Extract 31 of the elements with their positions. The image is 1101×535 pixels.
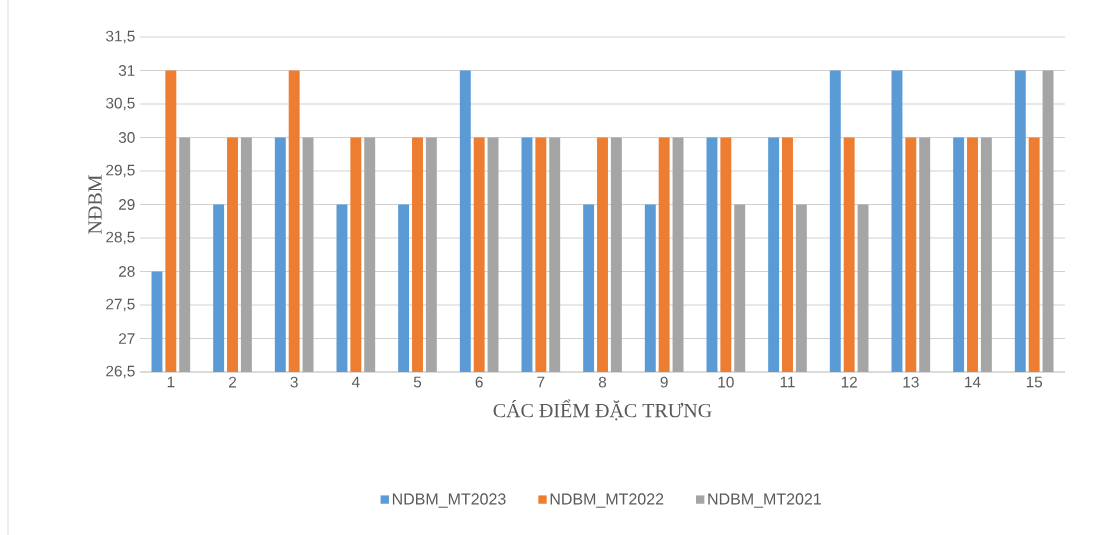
- y-axis-title: NĐBM: [88, 175, 102, 234]
- x-tick-label: 8: [598, 376, 607, 388]
- y-tick-label: 28,5: [106, 231, 135, 245]
- x-tick-label: 14: [965, 376, 981, 388]
- x-tick-label: 6: [475, 376, 483, 388]
- y-tick-label: 30: [118, 132, 135, 143]
- y-tick-label: 31: [118, 65, 135, 76]
- x-tick-label: 12: [841, 376, 857, 388]
- legend-label: NDBM_MT2023: [392, 493, 506, 508]
- y-tick-label: 30,5: [106, 97, 135, 111]
- x-tick-label: 9: [660, 376, 668, 388]
- y-tick-label: 26,5: [106, 365, 135, 379]
- y-tick-label: 29,5: [106, 164, 135, 178]
- y-tick-label: 27: [119, 333, 135, 344]
- y-tick-label: 29: [119, 199, 135, 210]
- x-tick-label: 15: [1026, 376, 1043, 388]
- x-tick-label: 7: [537, 376, 545, 388]
- x-tick-label: 13: [903, 376, 919, 388]
- y-tick-label: 31,5: [106, 30, 135, 44]
- x-tick-label: 5: [413, 376, 422, 388]
- y-tick-label: 28: [119, 266, 135, 277]
- x-tick-label: 1: [167, 376, 175, 388]
- x-tick-label: 2: [229, 376, 236, 388]
- x-tick-label: 4: [351, 376, 360, 388]
- x-tick-label: 10: [718, 376, 734, 388]
- legend-label: NDBM_MT2022: [550, 493, 664, 508]
- y-tick-label: 27,5: [106, 298, 135, 312]
- x-tick-label: 11: [780, 376, 795, 388]
- legend-label: NDBM_MT2021: [708, 493, 821, 508]
- x-tick-label: 3: [290, 376, 298, 388]
- x-axis-title: CÁC ĐIỂM ĐẶC TRƯNG: [493, 399, 712, 421]
